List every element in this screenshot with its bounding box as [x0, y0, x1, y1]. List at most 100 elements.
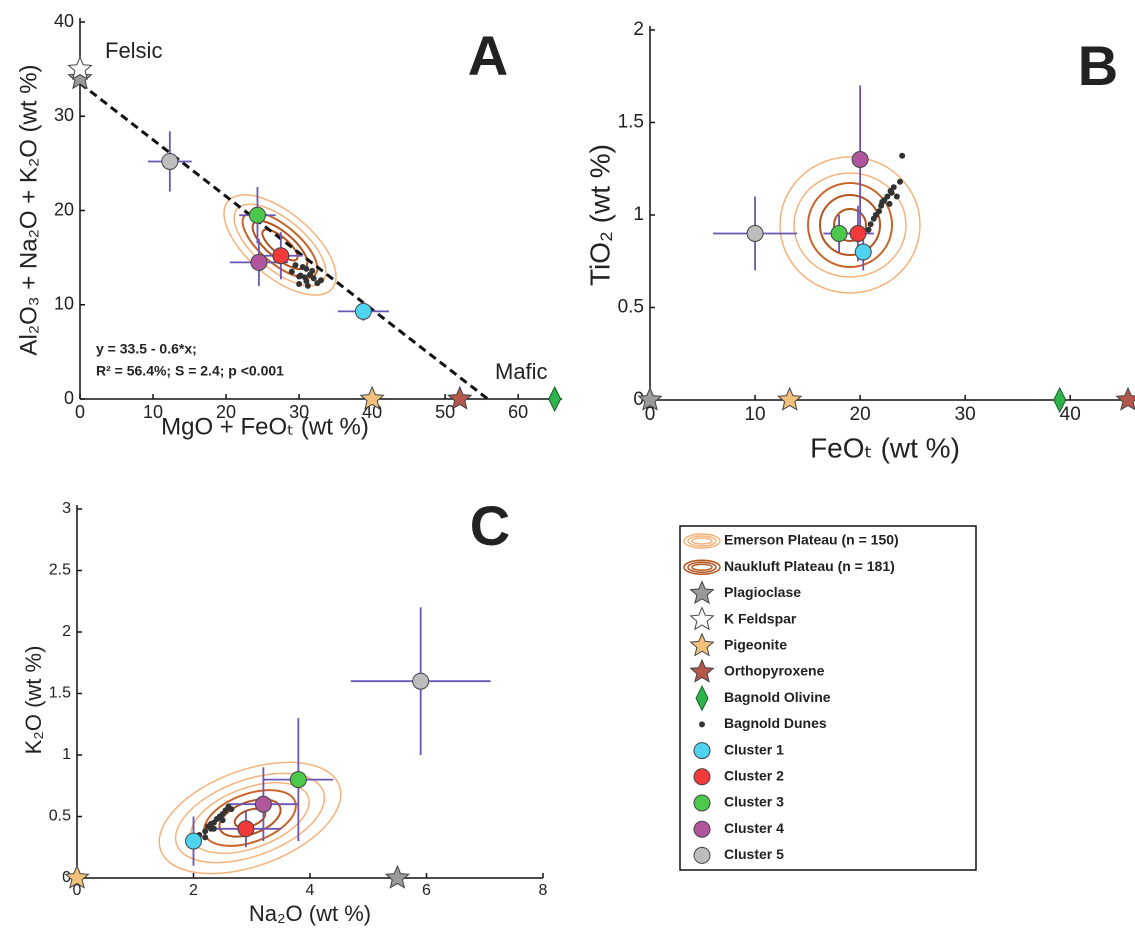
dune-point	[202, 834, 209, 841]
dune-point	[893, 193, 900, 200]
legend-label: K Feldspar	[724, 610, 797, 626]
star-marker	[689, 632, 715, 657]
cluster-point	[248, 206, 266, 224]
dune-point	[207, 820, 214, 827]
cluster-point	[693, 742, 711, 760]
diamond-marker	[1053, 386, 1067, 414]
x-tick-label: 4	[306, 882, 315, 899]
x-tick-label: 0	[73, 882, 82, 899]
contour-ring	[691, 563, 713, 571]
contour-ring	[691, 537, 713, 545]
legend-label: Emerson Plateau (n = 150)	[724, 532, 899, 548]
x-tick-label: 20	[850, 404, 871, 425]
star-marker	[359, 385, 385, 410]
x-tick-label: 30	[955, 404, 976, 425]
dune-point	[292, 262, 299, 269]
y-axis-label: Al₂O₃ + Na₂O + K₂O (wt %)	[15, 64, 42, 355]
dune-point	[899, 152, 906, 159]
legend-label: Cluster 2	[724, 768, 784, 784]
y-tick-label: 10	[54, 294, 74, 314]
x-tick-label: 10	[143, 402, 163, 422]
cluster-point	[854, 243, 872, 261]
y-tick-label: 0.5	[49, 808, 71, 825]
dune-point	[303, 265, 310, 272]
legend-label: Pigeonite	[724, 637, 787, 653]
dune-point	[318, 277, 324, 284]
dune-point	[228, 806, 235, 813]
y-tick-label: 0	[62, 869, 71, 886]
legend-label: Bagnold Dunes	[724, 715, 827, 731]
star-marker	[689, 606, 715, 631]
dune-point	[202, 828, 209, 835]
y-axis-label: TiO₂ (wt %)	[584, 144, 615, 286]
star-marker	[67, 65, 93, 90]
legend-label: Plagioclase	[724, 584, 801, 600]
y-tick-label: 1	[62, 746, 71, 763]
cluster-point	[161, 152, 179, 170]
y-tick-label: 1	[633, 204, 644, 225]
star-marker	[777, 386, 803, 411]
star-marker	[689, 580, 715, 605]
cluster-point	[693, 794, 711, 812]
legend-label: Cluster 5	[724, 846, 784, 862]
cluster-point	[289, 771, 307, 789]
y-tick-label: 20	[54, 199, 74, 219]
star-marker	[689, 658, 715, 683]
dune-point	[870, 215, 877, 222]
diamond-marker	[548, 385, 562, 413]
diamond-marker	[695, 685, 709, 712]
annotation: y = 33.5 - 0.6*x;	[96, 341, 197, 357]
y-tick-label: 0	[633, 389, 644, 410]
legend-label: Orthopyroxene	[724, 663, 825, 679]
regression-line	[79, 82, 489, 401]
star-marker	[447, 385, 473, 410]
y-tick-label: 30	[54, 105, 74, 125]
cluster-point	[693, 846, 711, 864]
dune-point	[296, 281, 303, 288]
cluster-point	[849, 225, 867, 242]
cluster-point	[412, 672, 430, 690]
dune-point	[887, 187, 894, 194]
contour-ring	[687, 535, 717, 547]
legend-label: Cluster 3	[724, 794, 784, 810]
annotation: Mafic	[495, 359, 548, 384]
dune-point	[310, 275, 317, 282]
x-tick-label: 40	[1060, 404, 1081, 425]
y-tick-label: 1.5	[618, 112, 644, 133]
dune-point	[699, 721, 705, 728]
x-axis-label: FeOₜ (wt %)	[810, 432, 960, 463]
y-axis-label: K₂O (wt %)	[21, 646, 46, 755]
dune-point	[304, 282, 311, 289]
y-tick-label: 0.5	[618, 297, 644, 318]
cluster-point	[830, 225, 848, 242]
x-tick-label: 0	[75, 402, 85, 422]
cluster-point	[851, 151, 869, 168]
y-tick-label: 40	[54, 11, 74, 31]
x-tick-label: 0	[645, 404, 656, 425]
cluster-point	[254, 795, 272, 813]
x-axis-label: MgO + FeOₜ (wt %)	[161, 413, 369, 440]
x-tick-label: 2	[189, 882, 198, 899]
dune-point	[309, 267, 316, 274]
dune-point	[879, 199, 886, 206]
dune-point	[219, 817, 226, 824]
legend-label: Naukluft Plateau (n = 181)	[724, 558, 895, 574]
contour-ring	[687, 561, 717, 573]
cluster-point	[237, 820, 255, 838]
legend-label: Cluster 1	[724, 741, 784, 757]
cluster-point	[354, 302, 372, 320]
y-tick-label: 0	[64, 388, 74, 408]
panel-label: C	[470, 494, 510, 557]
cluster-point	[693, 820, 711, 838]
x-tick-label: 30	[289, 402, 309, 422]
star-marker	[637, 386, 663, 411]
cluster-point	[250, 253, 268, 271]
star-marker	[64, 864, 90, 889]
star-marker	[384, 864, 411, 889]
dune-point	[297, 272, 304, 279]
dune-point	[876, 208, 883, 215]
y-tick-label: 2	[62, 623, 71, 640]
y-tick-label: 1.5	[49, 685, 71, 702]
cluster-point	[746, 225, 764, 242]
x-tick-label: 6	[422, 882, 431, 899]
